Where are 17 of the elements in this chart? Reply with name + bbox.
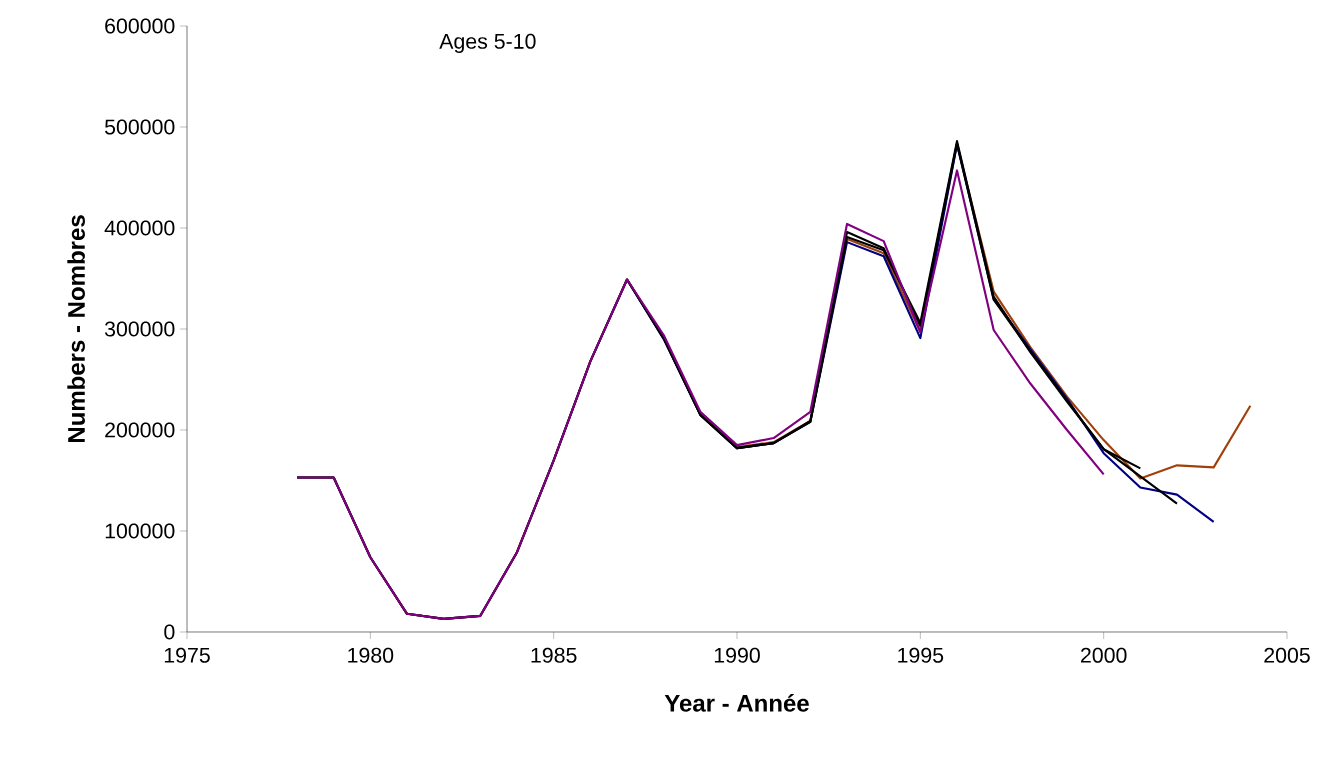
- x-tick-label: 2005: [1264, 647, 1310, 663]
- y-axis-title: Numbers - Nombres: [67, 215, 85, 443]
- x-tick-label: 1975: [164, 647, 210, 663]
- y-tick-label: 100000: [105, 523, 175, 539]
- y-tick-label: 600000: [105, 18, 175, 34]
- x-tick-label: 1995: [898, 647, 944, 663]
- y-tick-label: 500000: [104, 119, 175, 135]
- x-tick-label: 2000: [1081, 647, 1127, 663]
- x-axis-title: Year - Année: [664, 693, 809, 712]
- y-tick-label: 0: [164, 624, 175, 640]
- y-tick-label: 200000: [105, 422, 175, 438]
- y-tick-label: 400000: [104, 220, 175, 236]
- x-tick-label: 1980: [348, 647, 394, 663]
- x-tick-label: 1985: [531, 647, 577, 663]
- annotation: Ages 5-10: [439, 33, 536, 54]
- y-tick-label: 300000: [104, 321, 175, 337]
- x-tick-label: 1990: [714, 647, 760, 663]
